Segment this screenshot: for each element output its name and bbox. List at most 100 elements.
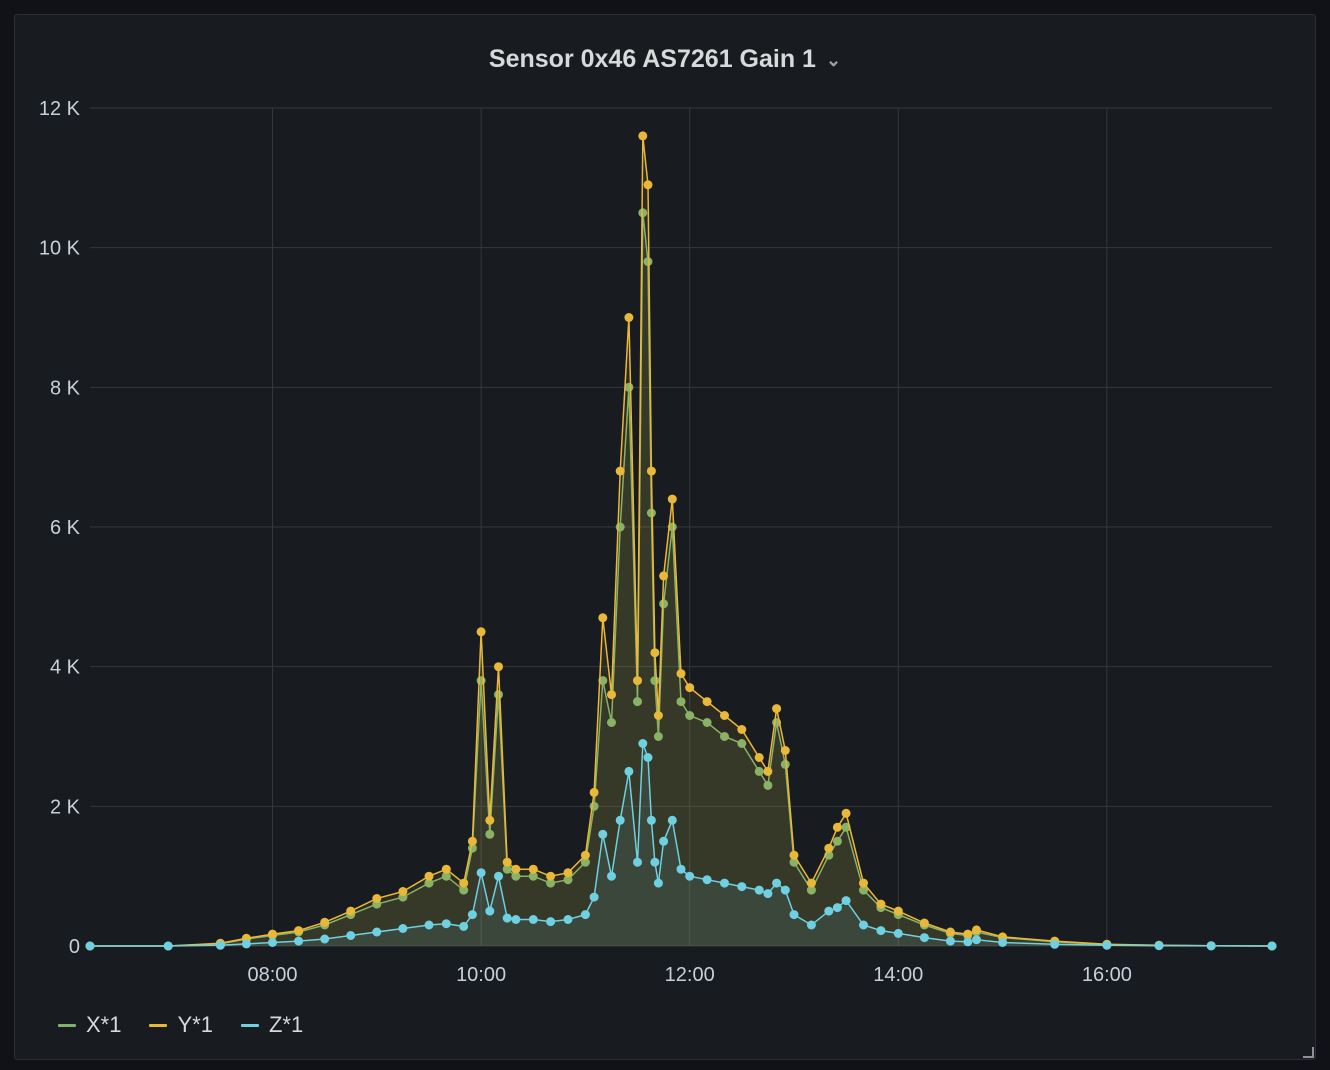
data-point (346, 906, 356, 916)
legend-item[interactable]: Z*1 (240, 1012, 303, 1038)
y-tick-label: 6 K (50, 517, 81, 539)
data-point (754, 753, 764, 762)
legend-item[interactable]: X*1 (58, 1012, 121, 1038)
data-point (653, 878, 663, 888)
data-point (754, 766, 764, 776)
data-point (589, 892, 599, 902)
data-point (824, 843, 834, 853)
data-point (737, 725, 747, 734)
data-point (859, 885, 868, 895)
data-point (676, 697, 686, 707)
data-point (685, 711, 695, 720)
data-point (763, 889, 773, 899)
data-point (528, 871, 538, 881)
data-point (650, 857, 660, 867)
legend-label: X*1 (86, 1012, 122, 1037)
data-point (580, 857, 590, 867)
data-point (789, 910, 799, 920)
data-point (832, 836, 842, 846)
data-point (653, 711, 663, 720)
data-point (598, 676, 608, 686)
data-point (841, 896, 851, 906)
data-point (441, 871, 451, 881)
data-point (737, 882, 747, 892)
data-point (720, 732, 729, 741)
y-tick-label: 0 (69, 936, 80, 958)
chart-panel: Sensor 0x46 AS7261 Gain 1 ⌄ (14, 14, 1316, 1060)
data-point (893, 928, 903, 938)
data-point (667, 494, 677, 504)
data-point (659, 599, 669, 609)
data-point (1102, 940, 1112, 950)
data-point (832, 822, 842, 832)
data-point (372, 927, 382, 937)
data-point (859, 920, 868, 930)
data-point (972, 935, 981, 945)
data-point (494, 871, 503, 881)
data-point (638, 131, 648, 141)
data-point (598, 613, 608, 623)
data-point (268, 929, 277, 939)
panel-title[interactable]: Sensor 0x46 AS7261 Gain 1 (488, 45, 816, 73)
data-point (806, 920, 816, 930)
chevron-down-icon[interactable]: ⌄ (825, 49, 842, 70)
data-point (241, 939, 251, 949)
data-point (702, 718, 712, 727)
data-point (467, 836, 477, 846)
data-point (702, 697, 712, 707)
data-point (841, 808, 851, 818)
data-point (589, 787, 599, 797)
data-point (615, 466, 625, 476)
data-point (398, 924, 408, 933)
data-point (919, 918, 929, 928)
data-point (859, 878, 868, 888)
legend-swatch (58, 1023, 76, 1027)
data-point (754, 885, 764, 895)
data-point (1267, 941, 1277, 951)
data-point (780, 746, 790, 755)
data-point (720, 878, 729, 888)
data-point (643, 257, 653, 267)
legend: X*1 Y*1 Z*1 (58, 1012, 303, 1038)
data-point (998, 938, 1008, 947)
legend-item[interactable]: Y*1 (149, 1012, 213, 1038)
data-point (1206, 941, 1216, 951)
data-point (763, 766, 773, 776)
data-point (945, 936, 955, 946)
data-point (789, 850, 799, 860)
data-point (963, 929, 973, 939)
data-point (643, 180, 653, 190)
x-tick-label: 12:00 (665, 964, 715, 986)
data-point (685, 683, 695, 693)
data-point (320, 934, 330, 944)
data-point (546, 917, 556, 927)
data-point (646, 466, 656, 476)
data-point (607, 690, 616, 700)
data-point (546, 871, 556, 881)
data-point (780, 885, 790, 895)
data-point (633, 857, 642, 867)
data-point (633, 676, 642, 686)
x-tick-label: 10:00 (456, 964, 506, 986)
data-point (685, 871, 695, 881)
data-point (780, 759, 790, 769)
data-point (772, 878, 782, 888)
series-points-2 (85, 739, 1277, 951)
data-point (294, 936, 304, 946)
data-point (598, 829, 608, 839)
data-point (346, 931, 356, 940)
data-point (963, 937, 973, 947)
data-point (563, 868, 573, 878)
series-area-0 (90, 212, 1272, 947)
legend-swatch (240, 1023, 259, 1027)
data-point (876, 899, 886, 909)
data-point (424, 920, 434, 930)
data-point (832, 903, 842, 913)
data-point (398, 887, 408, 896)
data-point (876, 926, 886, 936)
resize-handle-icon[interactable] (1303, 1047, 1314, 1058)
panel-header[interactable]: Sensor 0x46 AS7261 Gain 1 ⌄ (15, 45, 1315, 74)
x-tick-label: 08:00 (247, 964, 297, 986)
legend-swatch (149, 1023, 168, 1027)
data-point (972, 925, 981, 935)
